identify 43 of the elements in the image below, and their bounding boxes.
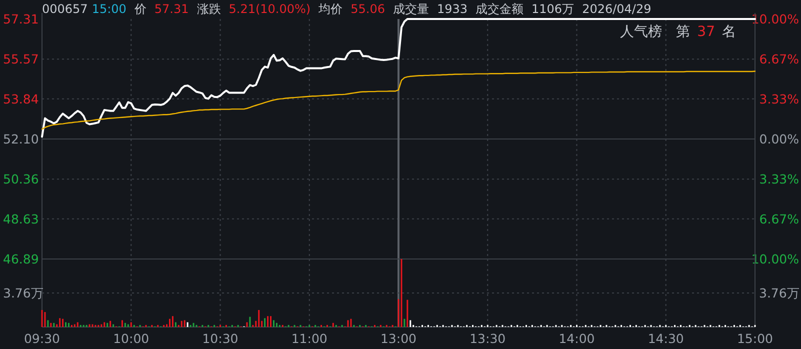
y-tick-label: 57.31	[3, 12, 39, 26]
line-series	[41, 70, 756, 130]
text: 1933	[436, 2, 468, 16]
annotation: 名	[722, 24, 736, 40]
text: 5.21(10.00%)	[228, 2, 311, 16]
text: 57.31	[154, 2, 189, 16]
x-tick-label: 13:30	[470, 331, 506, 346]
text: 成交金额	[476, 2, 524, 16]
text: 均价	[318, 2, 343, 16]
x-tick-label: 10:30	[202, 331, 238, 346]
x-tick-label: 11:00	[291, 331, 328, 346]
text: 3.76万	[759, 286, 800, 300]
y-tick-label: 48.63	[3, 211, 39, 226]
text: 2026/04/29	[582, 2, 652, 16]
annotation: 37	[697, 24, 715, 40]
y2-tick-label: 10.00%	[751, 252, 800, 266]
y-tick-label: 53.84	[3, 91, 39, 106]
text: 1106万	[532, 2, 574, 16]
annotation: 第	[676, 24, 690, 40]
y2-tick-label: 0.00%	[759, 132, 800, 146]
y-tick-label: 46.89	[3, 252, 39, 266]
y2-tick-label: 3.33%	[759, 171, 800, 186]
y2-tick-label: 10.00%	[751, 12, 800, 26]
x-tick-label: 10:00	[113, 331, 150, 346]
y-tick-label: 52.10	[3, 132, 39, 146]
y-tick-label: 50.36	[3, 172, 39, 187]
x-tick-label: 09:30	[24, 331, 60, 346]
x-tick-label: 14:00	[558, 331, 595, 346]
y-tick-label: 55.57	[3, 52, 39, 67]
x-tick-label: 15:00	[736, 331, 774, 346]
text: 价	[133, 2, 146, 16]
text: 55.06	[350, 2, 385, 16]
x-tick-label: 13:00	[380, 331, 417, 346]
x-tick-label: 14:30	[648, 331, 684, 346]
y2-tick-label: 6.67%	[759, 212, 800, 227]
annotation: 人气榜	[620, 24, 662, 40]
annotation: 3.76万	[3, 286, 44, 300]
text: 000657	[42, 2, 88, 16]
text: 涨跌	[196, 2, 221, 16]
y2-tick-label: 3.33%	[759, 92, 800, 107]
y2-tick-label: 6.67%	[759, 51, 800, 66]
text: 15:00	[92, 2, 126, 16]
text: 成交量	[392, 2, 429, 16]
